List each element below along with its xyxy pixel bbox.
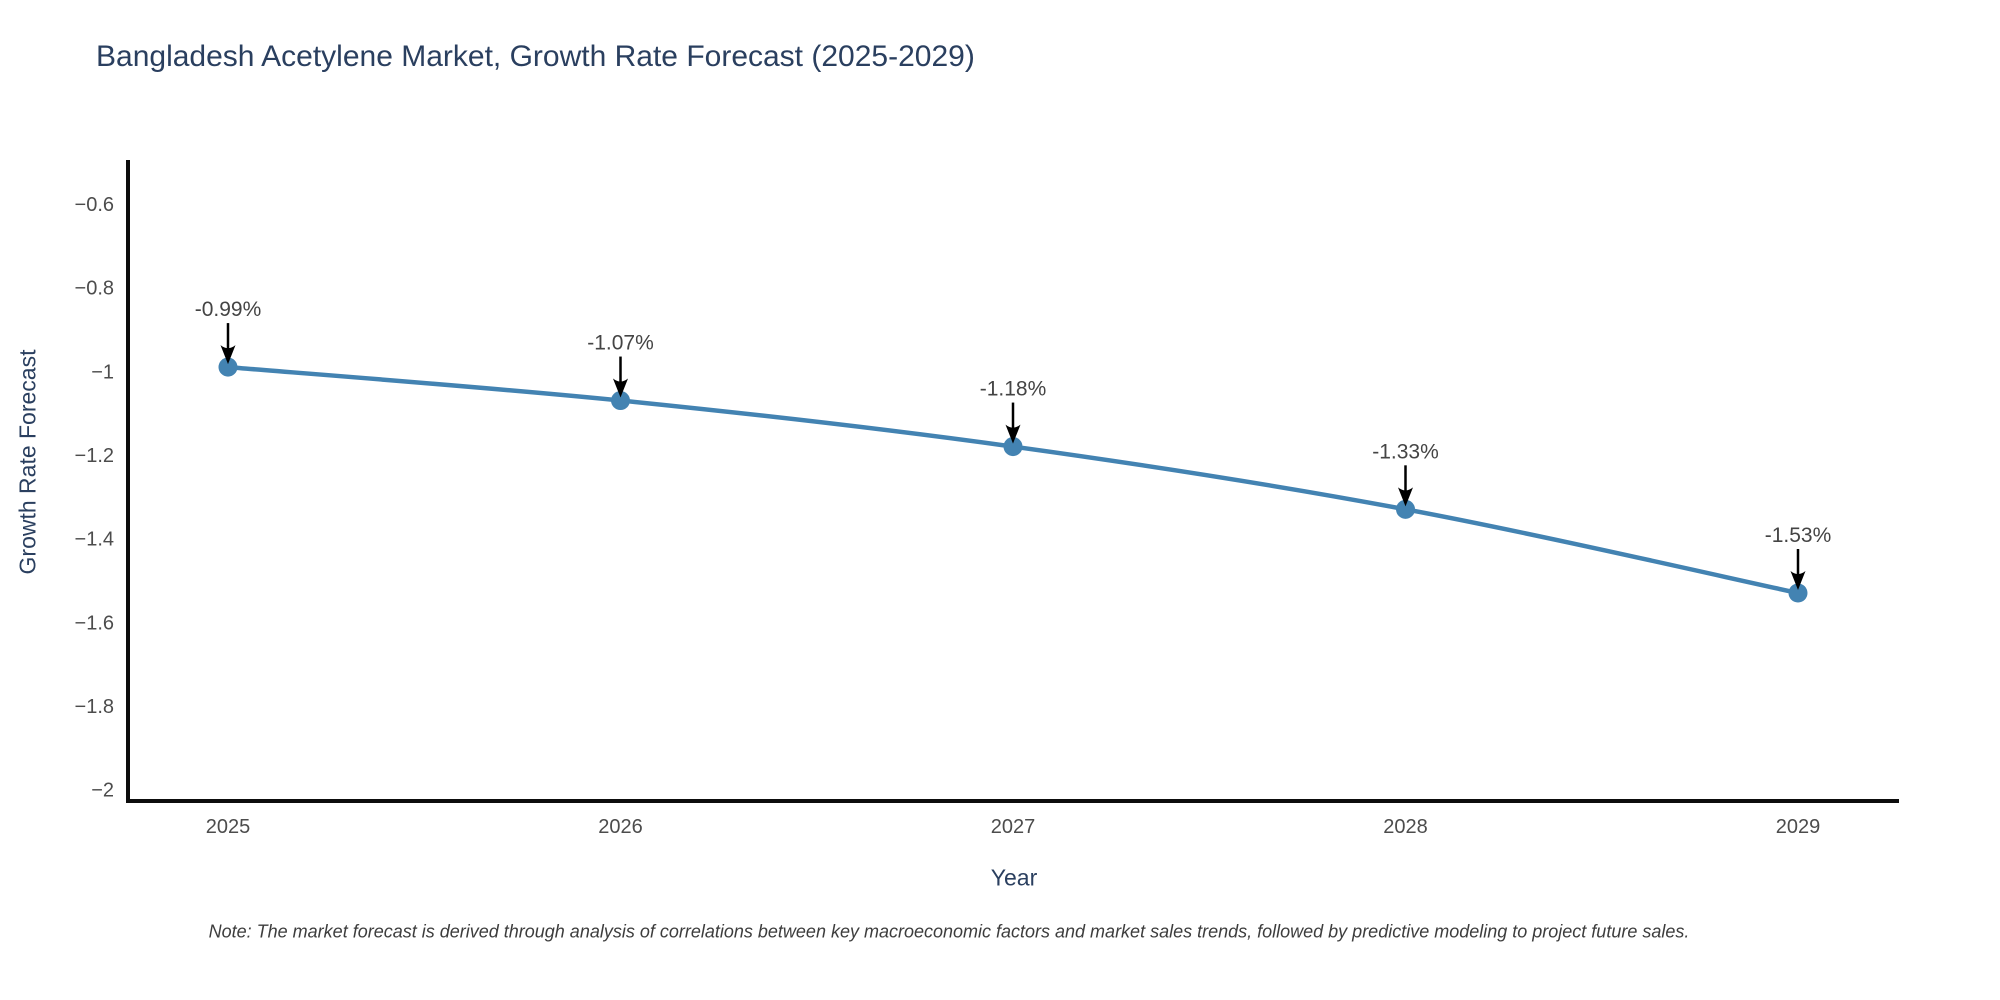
annotation-label: -1.33% — [1372, 440, 1439, 463]
annotation-label: -1.18% — [980, 378, 1047, 401]
y-tick-label: −1.4 — [75, 529, 114, 551]
y-tick-label: −1.2 — [75, 445, 114, 467]
y-tick-label: −1.6 — [75, 612, 114, 634]
x-tick-label: 2029 — [1776, 816, 1821, 838]
y-tick-label: −0.8 — [75, 278, 114, 300]
x-tick-label: 2026 — [598, 816, 643, 838]
x-axis-title: Year — [990, 864, 1038, 891]
footnote: Note: The market forecast is derived thr… — [208, 921, 1690, 942]
x-tick-label: 2025 — [206, 816, 251, 838]
x-tick-label: 2027 — [991, 816, 1036, 838]
data-point-marker[interactable] — [1788, 583, 1808, 603]
annotation-arrowhead — [1398, 487, 1413, 507]
annotation-label: -0.99% — [195, 298, 262, 321]
y-tick-label: −1 — [91, 361, 114, 383]
annotation-arrowhead — [1790, 570, 1806, 590]
annotation-label: -1.53% — [1765, 524, 1832, 547]
data-point-marker[interactable] — [218, 357, 238, 377]
y-tick-label: −0.6 — [75, 194, 114, 216]
data-point-marker[interactable] — [611, 391, 630, 411]
annotation-arrowhead — [220, 345, 236, 365]
y-tick-label: −2 — [91, 780, 114, 802]
series-line — [225, 364, 1801, 596]
data-point-marker[interactable] — [1003, 437, 1023, 457]
data-point-marker[interactable] — [1396, 499, 1415, 519]
y-tick-label: −1.8 — [75, 696, 114, 718]
x-tick-label: 2028 — [1383, 816, 1428, 838]
annotation-arrowhead — [1005, 424, 1021, 444]
chart-title: Bangladesh Acetylene Market, Growth Rate… — [96, 40, 975, 73]
annotation-arrowhead — [613, 378, 628, 398]
annotation-label: -1.07% — [587, 332, 654, 355]
